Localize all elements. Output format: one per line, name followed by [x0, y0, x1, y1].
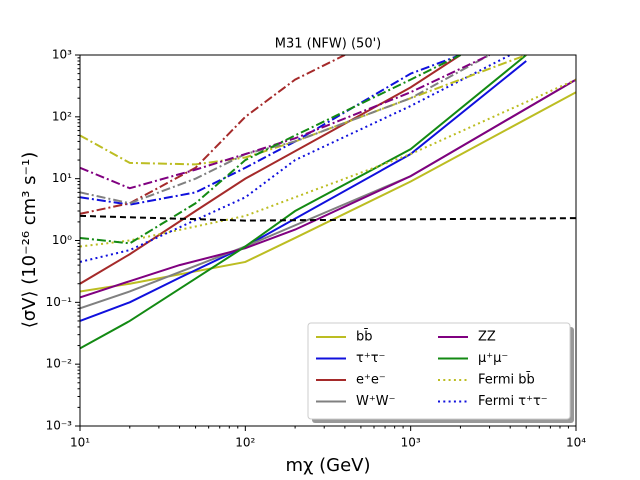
- series-line: [80, 55, 461, 206]
- y-tick-label: 10⁻¹: [46, 295, 73, 309]
- y-tick-label: 10³: [52, 48, 72, 62]
- legend-label: ZZ: [478, 330, 496, 345]
- series-line: [80, 55, 511, 263]
- y-tick-label: 10²: [52, 109, 72, 123]
- legend-label: W⁺W⁻: [356, 394, 395, 409]
- series-line: [80, 55, 491, 205]
- x-tick-label: 10¹: [70, 436, 90, 450]
- series-line: [80, 55, 461, 285]
- series-line: [80, 91, 576, 293]
- legend-box: [307, 322, 571, 420]
- y-axis-label: ⟨σV⟩ (10⁻²⁶ cm³ s⁻¹): [19, 152, 40, 329]
- y-tick-label: 10¹: [52, 171, 72, 185]
- series-line: [80, 55, 527, 166]
- legend-label: Fermi τ⁺τ⁻: [478, 394, 548, 409]
- series-line: [80, 214, 576, 222]
- series-line: [80, 55, 490, 190]
- series-line: [80, 55, 346, 215]
- legend-label: e⁺e⁻: [356, 373, 386, 388]
- legend-label: τ⁺τ⁻: [356, 351, 385, 366]
- legend-label: Fermi bb̄: [478, 372, 535, 387]
- x-tick-label: 10²: [235, 436, 255, 450]
- series-line: [80, 55, 461, 245]
- legend-label: μ⁺μ⁻: [478, 351, 508, 366]
- plot-lines: [80, 55, 576, 350]
- series-line: [80, 55, 527, 350]
- series-line: [80, 60, 527, 322]
- legend-label: bb̄: [356, 329, 373, 344]
- y-tick-label: 10⁰: [52, 233, 72, 247]
- series-line: [80, 78, 576, 299]
- x-tick-label: 10⁴: [566, 436, 586, 450]
- x-tick-label: 10³: [401, 436, 421, 450]
- y-tick-label: 10⁻³: [46, 419, 73, 433]
- chart-title: M31 (NFW) (50'): [275, 37, 381, 52]
- x-axis-label: mχ (GeV): [285, 455, 370, 476]
- plot-frame: [79, 54, 577, 427]
- y-tick-label: 10⁻²: [46, 357, 73, 371]
